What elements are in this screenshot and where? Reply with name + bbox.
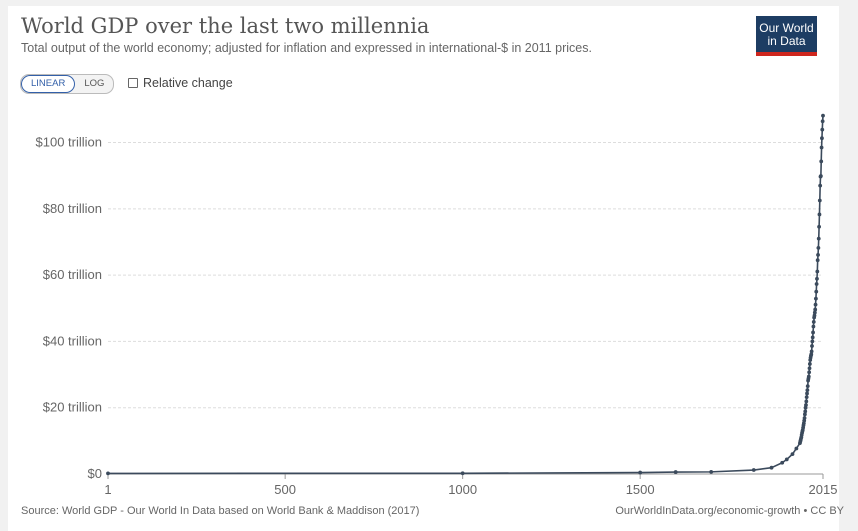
data-point <box>816 236 821 241</box>
data-point <box>807 362 812 366</box>
data-point <box>794 446 799 451</box>
data-point <box>813 302 818 307</box>
data-point <box>819 145 824 150</box>
data-point <box>813 307 818 312</box>
relative-change-checkbox[interactable] <box>128 78 138 88</box>
data-point <box>784 457 789 462</box>
data-point <box>820 127 825 132</box>
data-point <box>673 470 678 474</box>
data-point <box>709 469 714 474</box>
source-note: Source: World GDP - Our World In Data ba… <box>21 505 420 517</box>
data-point <box>816 252 820 257</box>
y-tick-label: $40 trillion <box>43 333 102 348</box>
x-tick-label: 1000 <box>448 482 477 497</box>
x-tick-label: 1500 <box>626 482 655 497</box>
relative-change-toggle[interactable]: Relative change <box>128 76 233 90</box>
data-point <box>804 403 808 407</box>
data-point <box>812 313 817 318</box>
data-point <box>810 335 815 340</box>
data-point <box>803 409 808 414</box>
data-point <box>790 452 795 457</box>
data-point <box>815 276 819 281</box>
data-point <box>817 224 821 229</box>
data-point <box>818 174 823 178</box>
data-point <box>780 460 785 465</box>
logo-accent-bar <box>756 52 817 56</box>
data-point <box>460 471 465 476</box>
owid-logo[interactable]: Our World in Data <box>756 16 817 56</box>
x-tick-label: 500 <box>274 482 296 497</box>
data-point <box>815 269 820 274</box>
y-tick-label: $20 trillion <box>43 400 102 415</box>
data-point <box>821 113 825 118</box>
data-point <box>815 258 820 263</box>
data-point <box>804 395 809 399</box>
x-axis: 1 500 1000 1500 2015 <box>104 473 838 497</box>
data-point <box>812 310 817 315</box>
logo-line-1: Our World <box>759 21 814 35</box>
y-tick-label: $60 trillion <box>43 267 102 282</box>
data-point <box>810 339 815 344</box>
data-point <box>751 468 756 472</box>
y-tick-label: $0 <box>88 466 102 481</box>
series-world-gdp <box>106 113 825 476</box>
linear-scale-button[interactable]: LINEAR <box>21 75 76 93</box>
data-point <box>809 352 814 357</box>
chart-subtitle: Total output of the world economy; adjus… <box>21 41 592 55</box>
data-point <box>817 198 822 203</box>
y-tick-label: $80 trillion <box>43 201 102 216</box>
y-tick-label: $100 trillion <box>36 135 103 150</box>
chart-card <box>8 6 839 531</box>
data-point <box>816 246 821 250</box>
data-point <box>819 159 824 164</box>
series-line <box>107 115 824 475</box>
data-point <box>638 470 643 475</box>
relative-change-label: Relative change <box>143 76 233 90</box>
data-point <box>807 366 812 371</box>
data-point <box>802 412 807 417</box>
data-point <box>818 183 823 188</box>
scale-toggle: LINEAR LOG <box>20 74 115 94</box>
data-point <box>813 296 818 301</box>
data-point <box>804 399 809 404</box>
data-point <box>817 212 822 217</box>
data-point <box>106 471 110 476</box>
data-point <box>805 388 810 393</box>
data-point <box>805 391 809 396</box>
data-point <box>810 344 814 348</box>
data-point <box>811 330 815 335</box>
data-point <box>802 416 807 420</box>
logo-line-2: in Data <box>767 34 806 48</box>
y-axis-tick-labels: $0 $20 trillion $40 trillion $60 trillion $8… <box>36 135 103 481</box>
data-point <box>814 289 819 294</box>
data-point <box>811 324 816 329</box>
data-point <box>811 319 816 324</box>
data-point <box>769 465 774 470</box>
data-point <box>820 136 824 141</box>
x-tick-label: 1 <box>104 482 111 497</box>
chart-title: World GDP over the last two millennia <box>21 14 430 38</box>
data-point <box>805 384 810 389</box>
data-point <box>809 349 814 354</box>
data-point <box>807 370 812 375</box>
log-scale-button[interactable]: LOG <box>84 78 105 89</box>
data-point <box>814 282 819 286</box>
credit-link[interactable]: OurWorldInData.org/economic-growth • CC … <box>615 505 844 517</box>
data-point <box>806 374 811 379</box>
x-tick-label: 2015 <box>809 482 838 497</box>
gridlines <box>108 142 823 409</box>
data-point <box>820 119 825 124</box>
